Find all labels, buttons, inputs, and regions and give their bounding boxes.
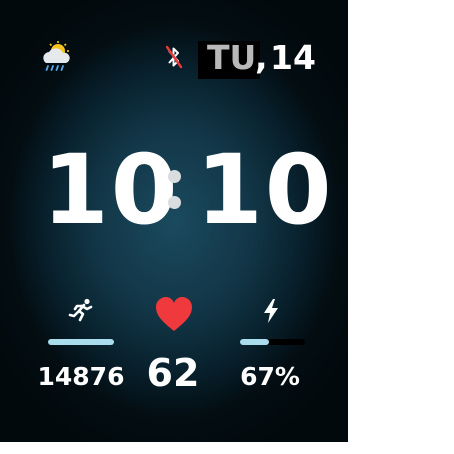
- battery-value: 67%: [240, 362, 300, 391]
- date-day: TU: [207, 38, 257, 77]
- lightning-bolt-icon: [264, 299, 278, 323]
- battery-progress-bar: [240, 339, 305, 345]
- running-person-icon: [68, 298, 93, 322]
- heart-icon: [156, 297, 192, 331]
- time-colon-dot: [168, 170, 181, 183]
- rain-cloud-sun-icon: [43, 41, 70, 71]
- watch-face: TU , 14 10 10 14876 62 67%: [0, 0, 348, 442]
- battery-progress-fill: [240, 339, 270, 345]
- heart-rate-value: 62: [146, 351, 200, 395]
- time-minutes: 10: [196, 134, 334, 246]
- date-day-background: [198, 41, 260, 79]
- bluetooth-disconnected-icon: [165, 45, 183, 69]
- date-number: 14: [270, 38, 316, 77]
- time-colon-dot: [168, 196, 181, 209]
- steps-progress-bar: [48, 339, 114, 345]
- date-separator: ,: [255, 38, 268, 77]
- steps-value: 14876: [37, 362, 125, 391]
- time-hours: 10: [42, 134, 180, 246]
